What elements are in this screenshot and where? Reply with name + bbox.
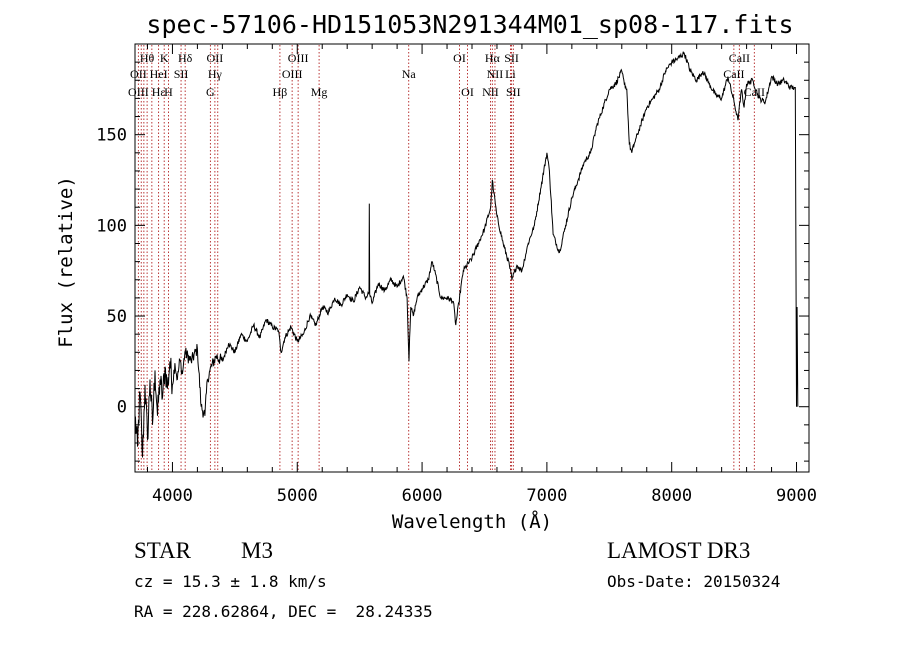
line-annotation: SII <box>504 51 519 65</box>
y-tick-label: 100 <box>96 216 127 236</box>
object-type: STAR <box>134 538 191 563</box>
line-annotation: CaII <box>729 51 750 65</box>
line-annotation: OIII <box>288 51 309 65</box>
x-tick-label: 8000 <box>651 486 692 506</box>
line-annotation: Hε <box>152 85 166 99</box>
line-annotation: NII <box>482 85 499 99</box>
chart-title: spec-57106-HD151053N291344M01_sp08-117.f… <box>146 10 793 39</box>
y-tick-label: 50 <box>107 307 127 327</box>
x-tick-label: 9000 <box>776 486 817 506</box>
spectrum-line <box>134 51 799 458</box>
line-annotation: NII <box>487 67 504 81</box>
line-annotation: Hα <box>485 51 501 65</box>
line-annotation: CaII <box>723 67 744 81</box>
line-annotation: Na <box>402 67 417 81</box>
obs-date: Obs-Date: 20150324 <box>607 572 781 591</box>
line-annotation: K <box>160 51 169 65</box>
y-axis-label: Flux (relative) <box>55 176 77 348</box>
x-axis: 4000 5000 6000 7000 8000 9000 <box>146 44 817 506</box>
line-annotation: OI <box>453 51 466 65</box>
line-annotation: OII <box>207 51 224 65</box>
coordinates-text: RA = 228.62864, DEC = 28.24335 <box>134 602 433 621</box>
y-axis: 0 50 100 150 <box>96 61 809 462</box>
line-annotation: OII <box>130 67 147 81</box>
y-tick-label: 150 <box>96 126 127 146</box>
line-annotation: Hδ <box>178 51 193 65</box>
y-tick-label: 0 <box>117 398 127 418</box>
line-annotation: OIII <box>128 85 149 99</box>
line-annotation: Hθ <box>140 51 155 65</box>
x-axis-label: Wavelength (Å) <box>392 510 552 533</box>
line-annotation: Hγ <box>208 67 223 81</box>
line-annotation: Mg <box>311 85 328 99</box>
x-tick-label: 6000 <box>402 486 443 506</box>
line-annotation: OIII <box>282 67 303 81</box>
line-annotation: OI <box>461 85 474 99</box>
x-tick-label: 4000 <box>152 486 193 506</box>
redshift-text: cz = 15.3 ± 1.8 km/s <box>134 572 327 591</box>
line-annotation: Hβ <box>273 85 288 99</box>
line-annotation: Li <box>505 67 516 81</box>
x-tick-label: 5000 <box>277 486 318 506</box>
x-tick-label: 7000 <box>526 486 567 506</box>
line-annotation: SII <box>174 67 189 81</box>
line-annotation: SII <box>506 85 521 99</box>
object-subclass: M3 <box>241 538 273 563</box>
line-annotation: HeI <box>150 67 168 81</box>
survey-name: LAMOST DR3 <box>607 538 751 563</box>
line-annotation: G <box>206 85 215 99</box>
line-annotation: H <box>164 85 173 99</box>
line-markers <box>137 45 755 471</box>
